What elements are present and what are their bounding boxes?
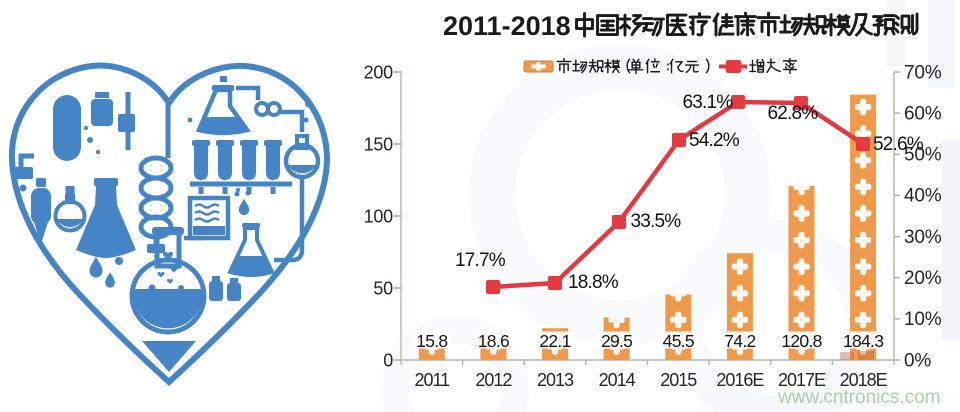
svg-text:33.5%: 33.5%: [631, 211, 682, 232]
svg-text:200: 200: [364, 63, 394, 83]
svg-text:15.8: 15.8: [416, 331, 447, 351]
svg-text:100: 100: [364, 207, 394, 227]
svg-text:2013: 2013: [537, 370, 574, 390]
svg-text:22.1: 22.1: [539, 331, 570, 351]
svg-text:10%: 10%: [904, 309, 942, 330]
svg-text:45.5: 45.5: [663, 331, 694, 351]
svg-text:74.2: 74.2: [724, 331, 755, 351]
svg-text:2011: 2011: [414, 370, 450, 390]
svg-text:63.1%: 63.1%: [683, 92, 734, 113]
svg-text:2016E: 2016E: [716, 370, 764, 390]
svg-text:18.6: 18.6: [478, 331, 509, 351]
svg-text:2012: 2012: [475, 370, 512, 390]
svg-text:2017E: 2017E: [778, 370, 826, 390]
svg-text:0%: 0%: [904, 350, 931, 371]
svg-text:70%: 70%: [904, 62, 942, 83]
svg-text:40%: 40%: [904, 186, 942, 207]
svg-text:17.7%: 17.7%: [455, 250, 506, 271]
svg-text:50: 50: [373, 279, 393, 299]
svg-text:0: 0: [383, 351, 393, 371]
svg-text:150: 150: [364, 135, 394, 155]
svg-text:54.2%: 54.2%: [689, 130, 740, 151]
svg-text:52.6%: 52.6%: [873, 134, 924, 155]
svg-text:120.8: 120.8: [781, 331, 821, 351]
svg-text:2014: 2014: [599, 370, 636, 390]
svg-text:20%: 20%: [904, 268, 942, 289]
svg-text:60%: 60%: [904, 103, 942, 124]
svg-text:18.8%: 18.8%: [568, 272, 619, 293]
svg-text:50%: 50%: [904, 145, 942, 166]
svg-text:29.5: 29.5: [601, 331, 632, 351]
svg-text:2018E: 2018E: [840, 370, 888, 390]
svg-text:62.8%: 62.8%: [768, 103, 819, 124]
svg-text:www.cntronics.com: www.cntronics.com: [777, 387, 941, 408]
svg-text:2011-2018: 2011-2018: [443, 11, 571, 41]
svg-text:2015: 2015: [660, 370, 697, 390]
svg-text:30%: 30%: [904, 227, 942, 248]
svg-text:184.3: 184.3: [843, 331, 883, 351]
